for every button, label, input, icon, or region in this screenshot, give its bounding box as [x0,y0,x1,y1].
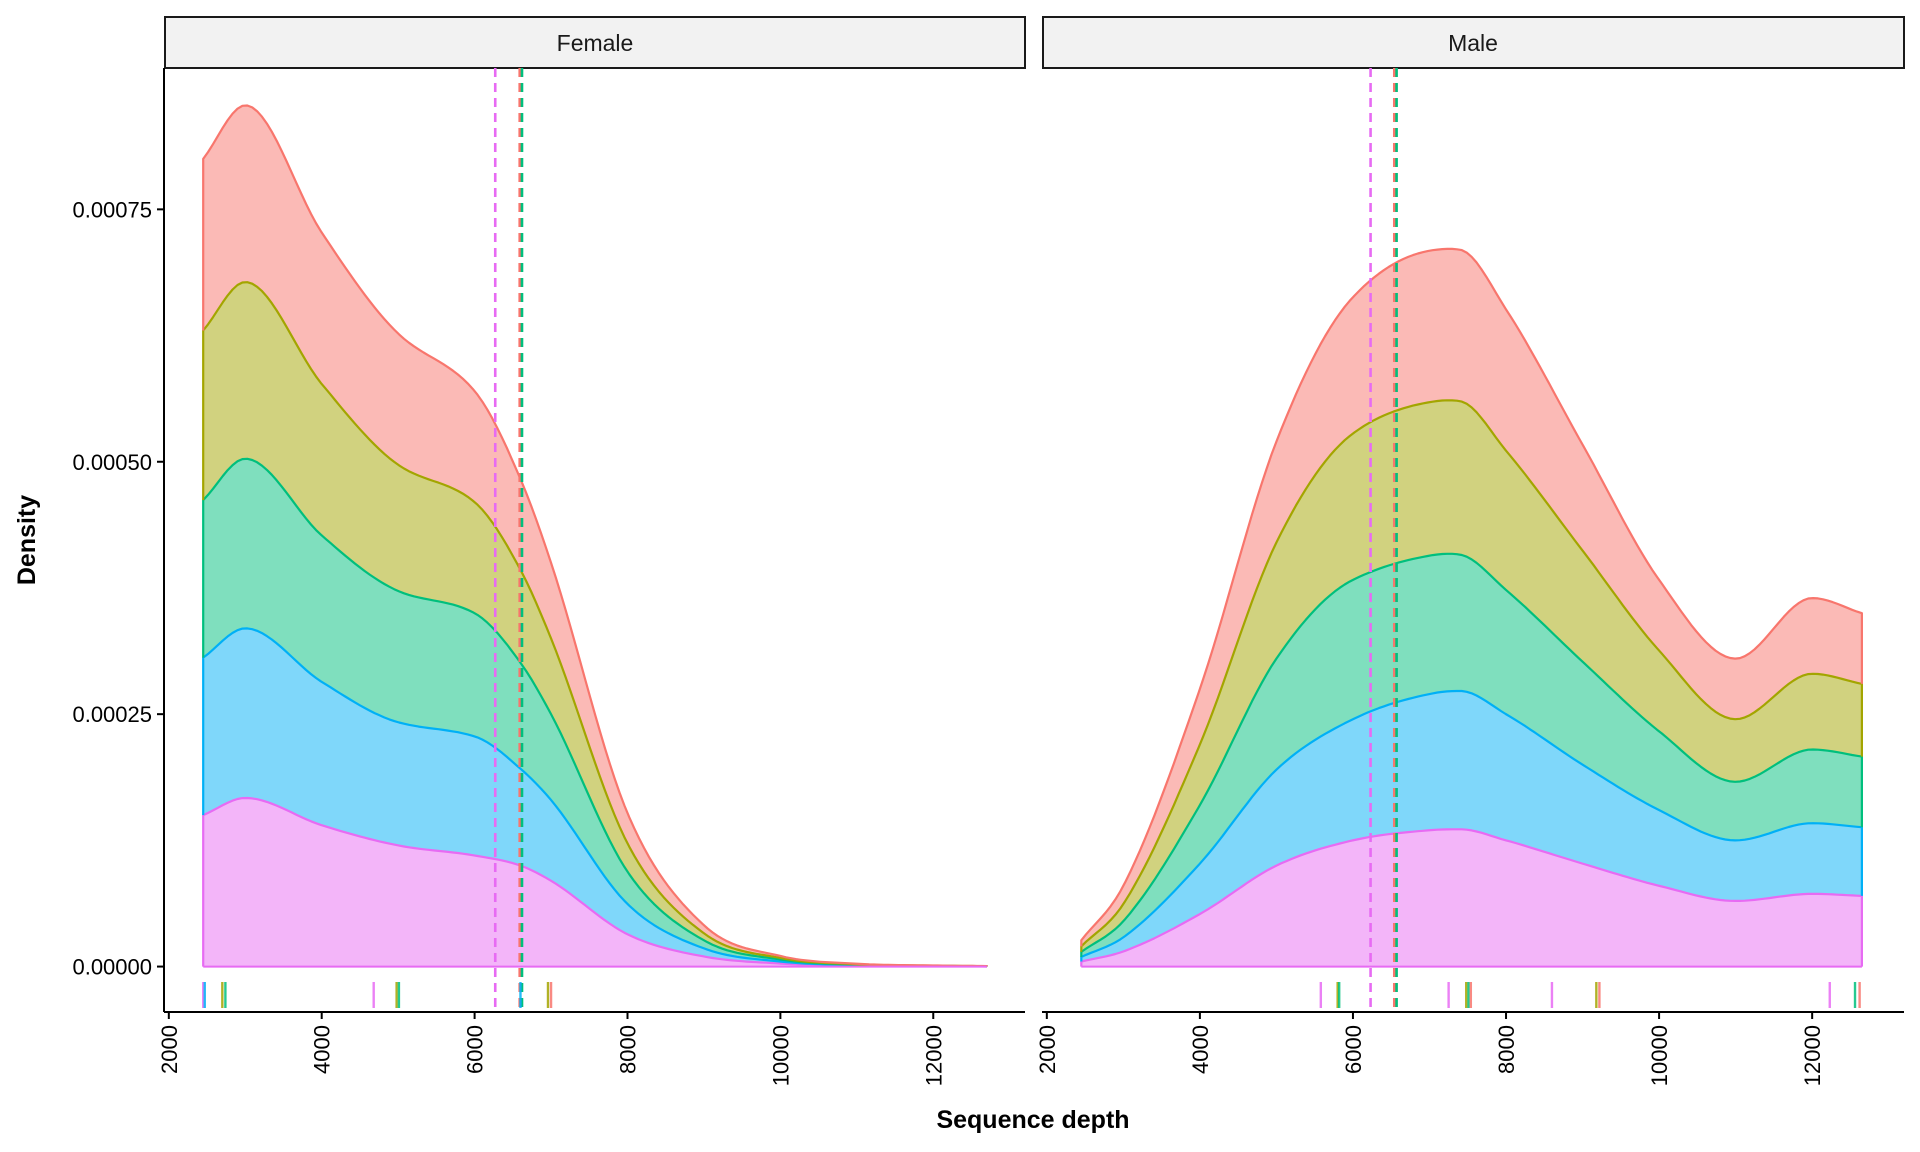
density-areas [202,104,988,968]
plot-area-female: 2000 4000 6000 8000 10000 12000 [157,68,1025,1086]
density-area-series-2 [203,282,987,967]
density-area-series-2 [1081,400,1862,952]
x-tick-label: 12000 [921,1025,946,1086]
strip-label-female: Female [557,30,634,56]
x-tick-label: 8000 [1494,1025,1519,1074]
y-tick-label: 0.00025 [72,702,152,727]
x-tick-label: 4000 [1188,1025,1213,1074]
strip-male [1042,16,1905,69]
density-line-series-5 [1080,828,1863,967]
density-area-series-5 [203,798,987,967]
x-tick-label: 4000 [310,1025,335,1074]
density-line-series-4 [1080,689,1863,962]
x-tick-label: 2000 [157,1025,182,1074]
y-axis-title: Density [13,495,41,585]
x-tick-label: 10000 [1647,1025,1672,1086]
density-areas [1080,247,1863,968]
density-area-series-1 [203,105,987,967]
facet-panel-male: Male 2000 4000 6000 8000 10000 12000 [1035,16,1905,1086]
density-line-series-1 [202,104,988,968]
x-axis-title: Sequence depth [936,1106,1129,1134]
density-line-series-1 [1080,247,1863,947]
x-tick-label: 12000 [1800,1025,1825,1086]
density-area-series-1 [1081,248,1862,947]
y-axis: 0.00000 0.00025 0.00050 0.00075 [72,68,165,1012]
density-area-series-5 [1081,829,1862,967]
density-area-series-4 [203,628,987,967]
x-tick-label: 8000 [616,1025,641,1074]
facet-panel-female: Female 2000 4000 6000 8000 10000 12000 [157,16,1026,1086]
y-tick-label: 0.00050 [72,450,152,475]
density-area-series-3 [1081,553,1862,957]
density-line-series-2 [1080,399,1863,952]
x-tick-label: 6000 [1341,1025,1366,1074]
density-area-series-4 [1081,691,1862,962]
x-tick-label: 6000 [463,1025,488,1074]
density-area-series-3 [203,458,987,967]
y-tick-label: 0.00000 [72,955,152,980]
plot-area-male: 2000 4000 6000 8000 10000 12000 [1035,68,1904,1086]
density-line-series-3 [1080,552,1863,957]
strip-label-male: Male [1448,30,1498,56]
x-tick-label: 2000 [1035,1025,1060,1074]
x-tick-label: 10000 [768,1025,793,1086]
y-tick-label: 0.00075 [72,197,152,222]
strip-female [164,16,1026,69]
